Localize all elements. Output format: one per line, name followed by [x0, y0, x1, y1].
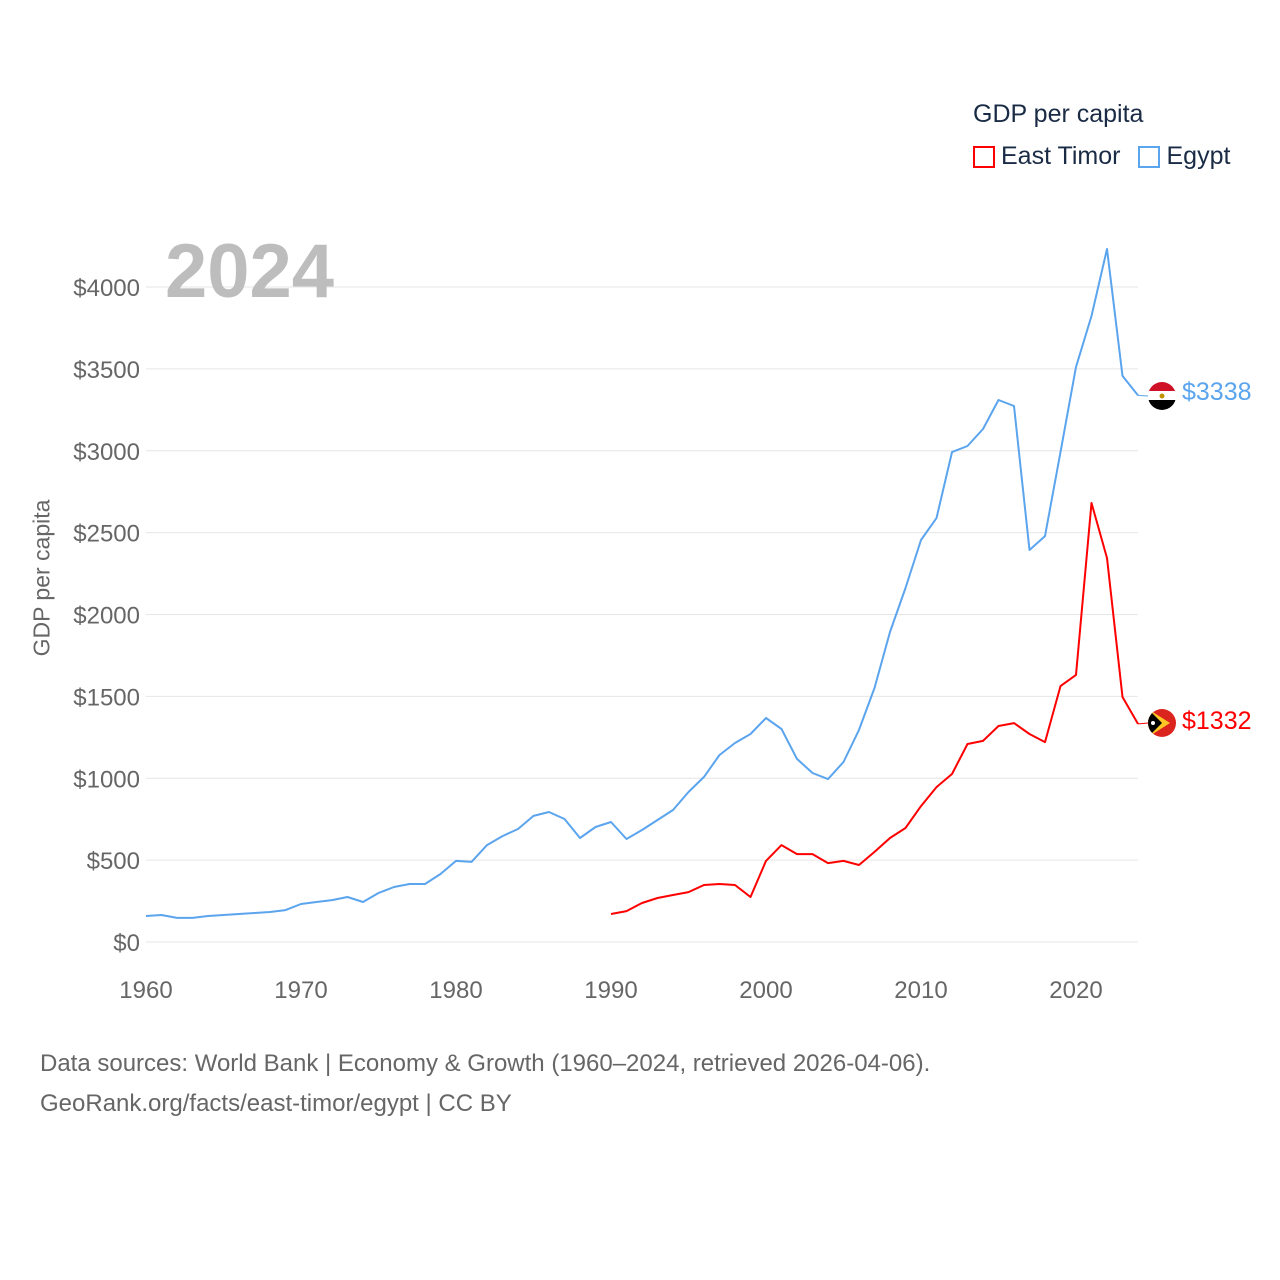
east-timor-line	[610, 502, 1139, 915]
y-axis-ticks: $0 $500 $1000 $1500 $2000 $2500 $3000 $3500 $400…	[73, 275, 140, 957]
y-tick-label: $1500	[73, 684, 140, 711]
y-axis-label: GDP per capita	[28, 499, 55, 657]
legend: East Timor Egypt	[973, 142, 1230, 171]
legend-swatch-east-timor	[973, 145, 995, 168]
x-tick-label: 2020	[1049, 977, 1102, 1004]
y-tick-label: $1000	[73, 766, 140, 793]
east-timor-end-label: $1332	[1182, 707, 1252, 735]
flags	[1148, 382, 1176, 737]
east-timor-flag-icon	[1148, 709, 1176, 737]
y-tick-label: $2500	[73, 521, 140, 548]
footer: Data sources: World Bank | Economy & Gro…	[40, 1044, 930, 1124]
series-lines	[145, 248, 1149, 919]
x-tick-label: 2000	[739, 977, 792, 1004]
east-timor-end-connector	[1137, 722, 1149, 725]
x-tick-label: 1960	[119, 977, 172, 1004]
x-axis-ticks: 1960 1970 1980 1990 2000 2010 2020	[119, 977, 1102, 1004]
y-tick-label: $500	[87, 848, 140, 875]
legend-title: GDP per capita	[973, 100, 1144, 128]
x-tick-label: 2010	[894, 977, 947, 1004]
legend-swatch-egypt	[1138, 145, 1161, 168]
y-tick-label: $3500	[73, 357, 140, 384]
egypt-end-connector	[1137, 394, 1149, 397]
y-tick-label: $3000	[73, 439, 140, 466]
x-tick-label: 1980	[429, 977, 482, 1004]
y-tick-label: $2000	[73, 603, 140, 630]
x-tick-label: 1970	[274, 977, 327, 1004]
legend-item-egypt[interactable]: Egypt	[1138, 142, 1230, 171]
legend-label-east-timor: East Timor	[1001, 142, 1121, 170]
legend-label-egypt: Egypt	[1166, 142, 1231, 170]
egypt-flag-icon	[1148, 382, 1176, 410]
y-tick-label: $4000	[73, 275, 140, 302]
source-link[interactable]: GeoRank.org/facts/east-timor/egypt | CC …	[40, 1090, 512, 1117]
year-label: 2024	[165, 229, 335, 314]
data-sources: Data sources: World Bank | Economy & Gro…	[40, 1050, 931, 1077]
legend-item-east-timor[interactable]: East Timor	[973, 142, 1120, 171]
egypt-end-label: $3338	[1182, 378, 1252, 406]
gridlines	[146, 286, 1138, 943]
egypt-line	[145, 248, 1139, 919]
y-tick-label: $0	[113, 930, 140, 957]
x-tick-label: 1990	[584, 977, 637, 1004]
